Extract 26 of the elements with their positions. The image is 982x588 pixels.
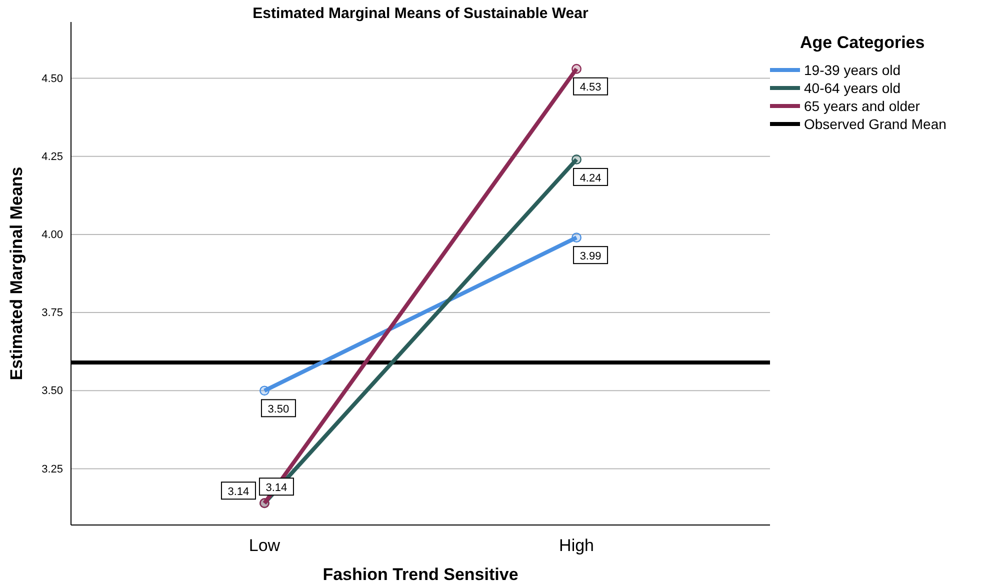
x-tick-label: Low xyxy=(248,536,281,556)
point xyxy=(572,64,582,74)
point xyxy=(572,154,582,164)
y-tick-label: 3.75 xyxy=(42,307,63,320)
data-label: 4.24 xyxy=(580,172,602,184)
legend-label: 19-39 years old xyxy=(804,62,901,78)
legend-label: Observed Grand Mean xyxy=(804,116,946,132)
data-label: 3.99 xyxy=(580,250,602,262)
x-tick-label: High xyxy=(559,536,594,556)
legend-title: Age Categories xyxy=(800,33,925,52)
y-tick-label: 3.25 xyxy=(42,463,63,476)
point xyxy=(260,386,270,396)
y-tick-label: 3.50 xyxy=(42,385,63,398)
data-label: 3.50 xyxy=(268,404,290,416)
y-tick-label: 4.50 xyxy=(42,72,63,85)
legend-label: 40-64 years old xyxy=(804,80,901,96)
data-label: 3.14 xyxy=(228,486,250,498)
point xyxy=(572,232,582,243)
y-tick-label: 4.25 xyxy=(42,150,63,163)
x-axis-title: Fashion Trend Sensitive xyxy=(322,565,518,584)
y-axis-title: Estimated Marginal Means xyxy=(7,166,26,380)
y-tick-label: 4.00 xyxy=(42,228,63,241)
legend-label: 65 years and older xyxy=(804,98,920,114)
chart-title: Estimated Marginal Means of Sustainable Wear xyxy=(252,5,588,22)
data-label: 4.53 xyxy=(580,82,602,94)
data-label: 3.14 xyxy=(266,482,288,494)
